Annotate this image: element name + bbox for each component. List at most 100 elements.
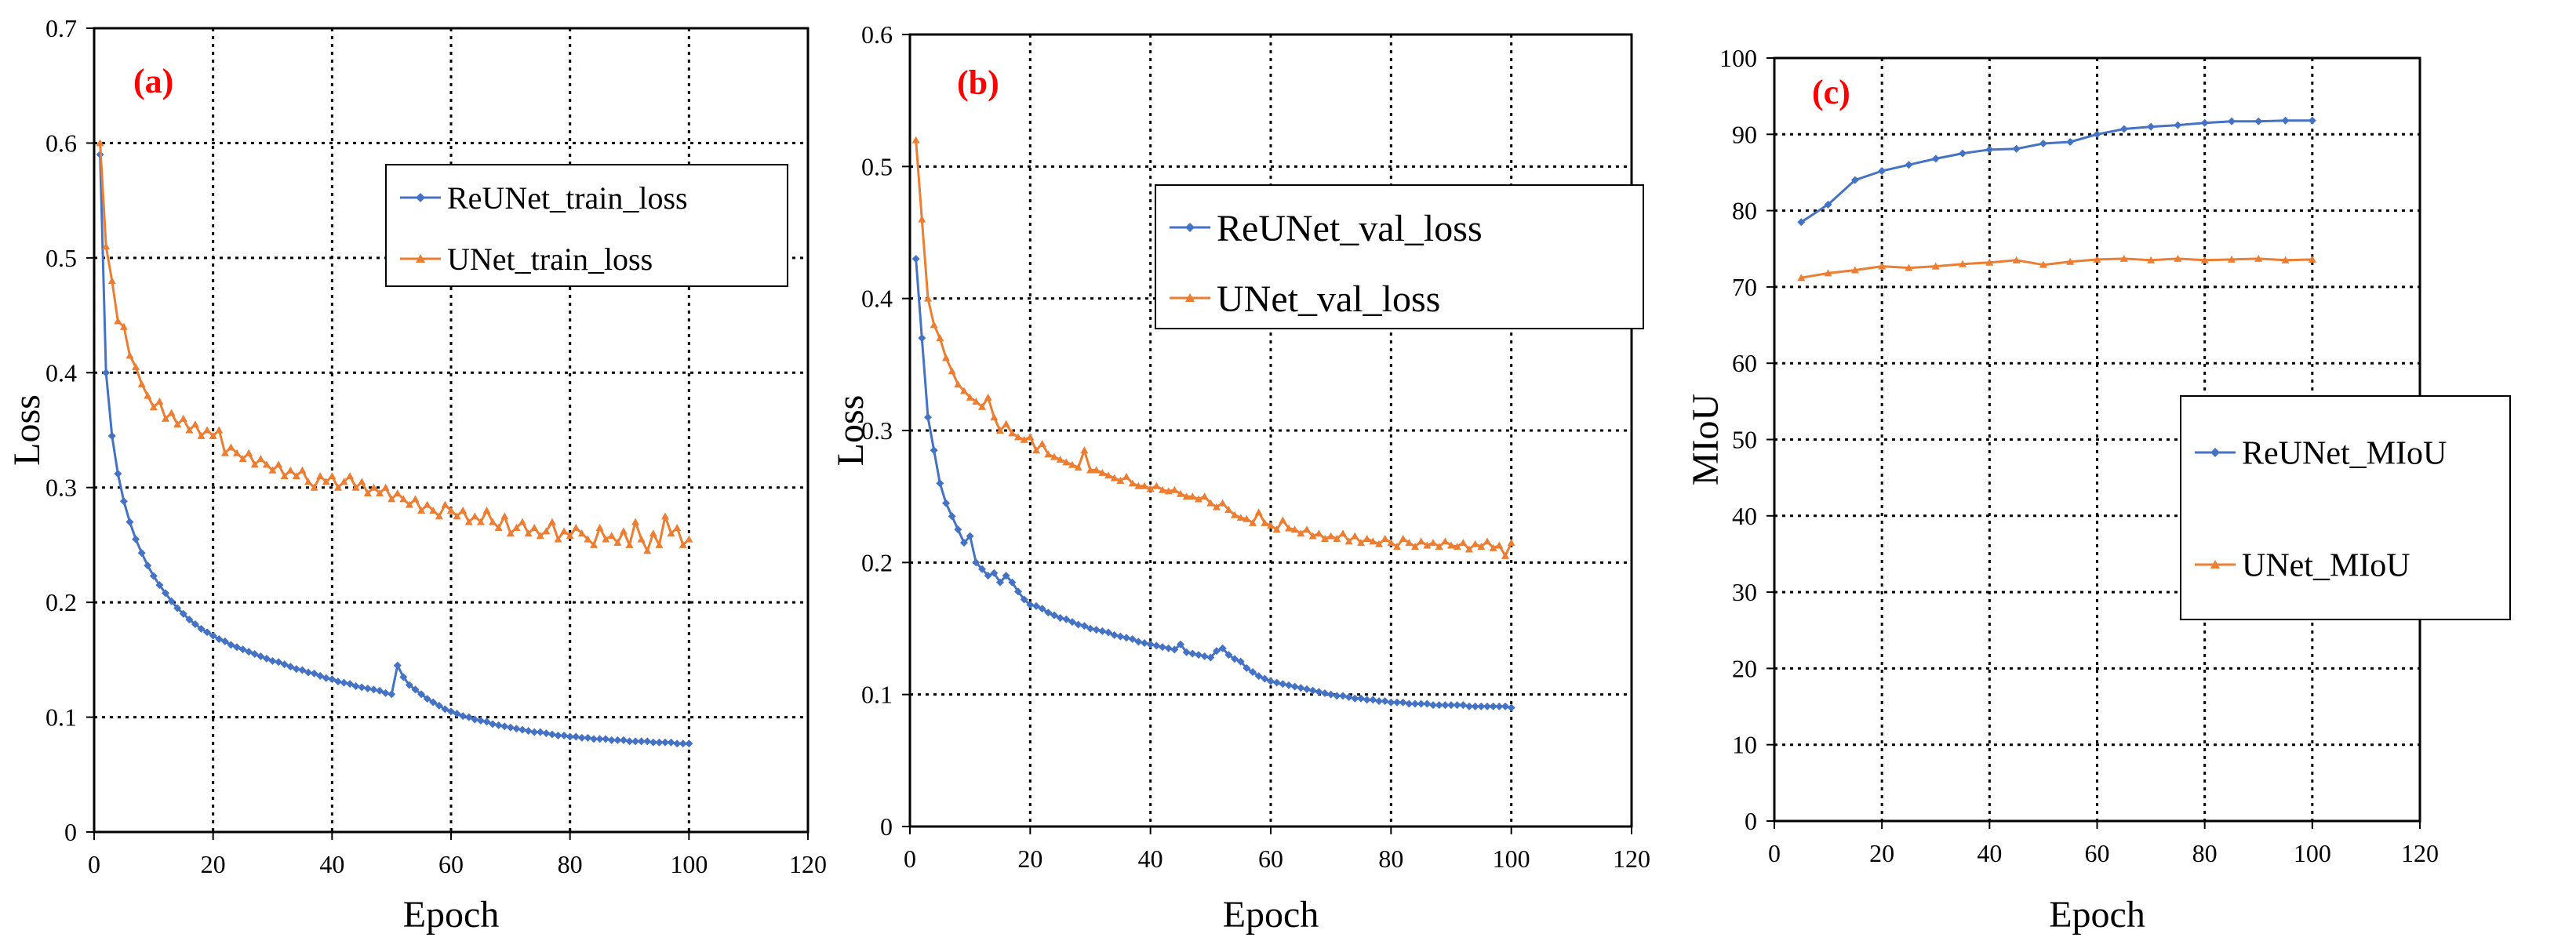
data-point <box>280 472 289 480</box>
data-point <box>1008 429 1017 437</box>
data-point <box>399 673 408 681</box>
data-point <box>548 518 556 525</box>
data-point <box>453 710 461 718</box>
data-point <box>173 604 182 612</box>
data-point <box>1254 508 1263 516</box>
data-point <box>1092 466 1101 474</box>
data-point <box>405 681 413 689</box>
data-point <box>1195 651 1202 659</box>
y-tick-label: 60 <box>1732 349 1757 377</box>
data-point <box>978 402 986 410</box>
data-point <box>1243 514 1251 522</box>
data-point <box>1931 262 1940 270</box>
data-point <box>984 572 992 580</box>
data-point <box>1303 525 1311 533</box>
data-point <box>453 512 461 520</box>
data-point <box>197 624 206 633</box>
data-point <box>577 733 586 742</box>
data-point <box>2093 255 2101 263</box>
data-point <box>447 707 455 716</box>
data-point <box>1959 260 1967 267</box>
data-point <box>1483 702 1491 710</box>
data-point <box>197 431 206 439</box>
data-point <box>1056 456 1064 463</box>
data-point <box>1339 692 1347 700</box>
data-point <box>1236 514 1245 521</box>
data-point <box>245 648 253 656</box>
legend-marker <box>2210 448 2220 457</box>
data-point <box>1044 609 1053 617</box>
data-point <box>1411 543 1419 550</box>
y-tick-label: 10 <box>1732 731 1757 759</box>
data-point <box>911 255 920 263</box>
data-point <box>126 518 134 526</box>
data-point <box>132 362 140 370</box>
data-point <box>114 317 122 325</box>
data-point <box>506 723 515 732</box>
series-line-UNet_MIoU <box>1801 257 2312 279</box>
data-point <box>363 684 372 692</box>
data-point <box>1357 694 1365 703</box>
data-point <box>1344 693 1353 702</box>
data-point <box>990 569 999 577</box>
data-point <box>918 334 926 343</box>
data-point <box>381 688 390 697</box>
data-point <box>1141 639 1148 648</box>
legend-marker <box>1185 293 1195 302</box>
data-point <box>661 512 669 520</box>
data-point <box>227 641 235 649</box>
data-point <box>1441 537 1450 545</box>
data-point <box>2308 116 2316 125</box>
data-point <box>1044 450 1053 458</box>
data-point <box>280 660 289 669</box>
data-point <box>1170 645 1179 654</box>
data-point <box>1495 541 1504 549</box>
data-point <box>1213 647 1221 656</box>
data-point <box>411 685 420 694</box>
data-point <box>1116 476 1125 484</box>
data-point <box>1128 634 1137 643</box>
data-point <box>625 737 634 746</box>
x-tick-label: 20 <box>201 850 226 878</box>
data-point <box>1417 699 1425 708</box>
data-point <box>1333 692 1341 700</box>
data-point <box>1399 535 1407 543</box>
data-point <box>2254 254 2263 262</box>
x-tick-label: 100 <box>2294 839 2331 867</box>
data-point <box>584 535 592 543</box>
data-point <box>1363 696 1371 704</box>
data-point <box>1206 499 1215 507</box>
data-point <box>393 489 402 497</box>
x-tick-label: 0 <box>1768 839 1781 867</box>
data-point <box>1447 701 1455 710</box>
data-point <box>238 645 247 654</box>
data-point <box>1182 648 1191 656</box>
data-point <box>441 705 449 714</box>
data-point <box>1110 474 1119 481</box>
data-point <box>1459 701 1468 710</box>
y-tick-label: 0.1 <box>45 703 77 732</box>
y-tick-label: 0.4 <box>45 358 77 387</box>
y-tick-label: 90 <box>1732 120 1757 148</box>
data-point <box>1122 634 1130 642</box>
data-point <box>924 413 932 422</box>
data-point <box>942 354 950 362</box>
x-tick-label: 80 <box>2192 839 2218 867</box>
data-point <box>1272 525 1281 533</box>
data-point <box>1050 611 1058 619</box>
data-point <box>655 540 664 548</box>
data-point <box>1068 618 1076 627</box>
data-point <box>1152 481 1161 489</box>
data-point <box>209 631 217 640</box>
data-point <box>631 737 640 746</box>
data-point <box>1224 506 1233 513</box>
data-point <box>310 483 318 491</box>
data-point <box>1122 472 1130 480</box>
data-point <box>1200 652 1209 660</box>
data-point <box>1062 615 1071 623</box>
data-point <box>275 658 283 667</box>
panel-b: 0 20 40 60 80 100 120 0 0.1 0.2 0.3 0.4 0.5 0.6 Epoch L… <box>830 20 1650 936</box>
data-point <box>340 478 348 485</box>
x-tick-label: 40 <box>319 850 344 878</box>
data-point <box>227 443 235 451</box>
